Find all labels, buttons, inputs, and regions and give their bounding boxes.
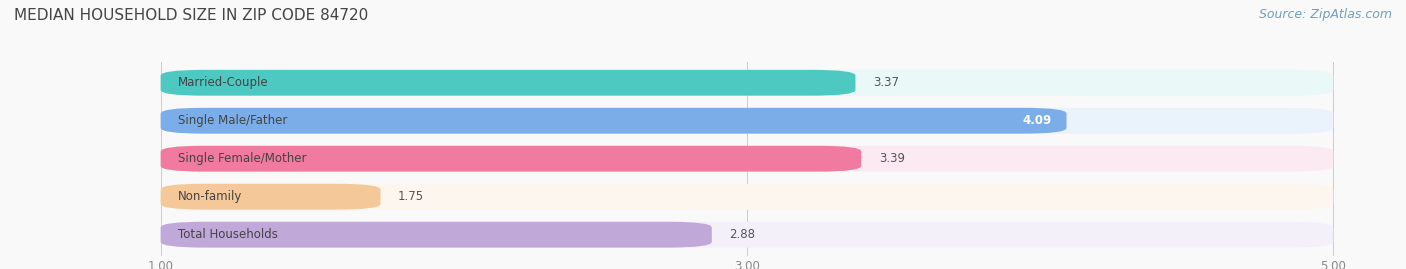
FancyBboxPatch shape <box>160 146 1333 172</box>
FancyBboxPatch shape <box>160 70 1333 96</box>
FancyBboxPatch shape <box>160 184 381 210</box>
Text: Married-Couple: Married-Couple <box>179 76 269 89</box>
FancyBboxPatch shape <box>160 146 862 172</box>
FancyBboxPatch shape <box>160 222 711 247</box>
FancyBboxPatch shape <box>160 108 1333 134</box>
FancyBboxPatch shape <box>160 184 1333 210</box>
FancyBboxPatch shape <box>160 222 1333 247</box>
Text: Non-family: Non-family <box>179 190 243 203</box>
Text: 3.37: 3.37 <box>873 76 898 89</box>
Text: Total Households: Total Households <box>179 228 278 241</box>
Text: Single Male/Father: Single Male/Father <box>179 114 288 127</box>
Text: 2.88: 2.88 <box>730 228 755 241</box>
FancyBboxPatch shape <box>160 70 855 96</box>
FancyBboxPatch shape <box>160 108 1067 134</box>
Text: 1.75: 1.75 <box>398 190 425 203</box>
Text: MEDIAN HOUSEHOLD SIZE IN ZIP CODE 84720: MEDIAN HOUSEHOLD SIZE IN ZIP CODE 84720 <box>14 8 368 23</box>
Text: 3.39: 3.39 <box>879 152 905 165</box>
Text: Single Female/Mother: Single Female/Mother <box>179 152 307 165</box>
Text: Source: ZipAtlas.com: Source: ZipAtlas.com <box>1258 8 1392 21</box>
Text: 4.09: 4.09 <box>1022 114 1052 127</box>
